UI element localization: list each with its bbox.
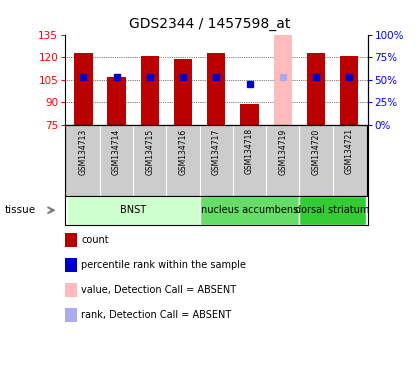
Text: value, Detection Call = ABSENT: value, Detection Call = ABSENT: [81, 285, 236, 295]
Text: GSM134719: GSM134719: [278, 128, 287, 175]
Text: dorsal striatum: dorsal striatum: [295, 205, 370, 215]
Text: GSM134716: GSM134716: [178, 128, 188, 175]
Text: rank, Detection Call = ABSENT: rank, Detection Call = ABSENT: [81, 310, 231, 320]
Text: GSM134721: GSM134721: [345, 128, 354, 174]
Text: BNST: BNST: [120, 205, 146, 215]
Bar: [207, 53, 226, 125]
Text: GSM134715: GSM134715: [145, 128, 154, 175]
Text: count: count: [81, 235, 109, 245]
Bar: [141, 56, 159, 125]
Text: GSM134717: GSM134717: [212, 128, 221, 175]
Text: nucleus accumbens: nucleus accumbens: [201, 205, 298, 215]
Bar: [200, 196, 299, 225]
Text: percentile rank within the sample: percentile rank within the sample: [81, 260, 246, 270]
Text: tissue: tissue: [4, 205, 35, 215]
Bar: [307, 53, 325, 125]
Bar: [174, 59, 192, 125]
Text: GSM134714: GSM134714: [112, 128, 121, 175]
Bar: [273, 35, 292, 125]
Bar: [340, 56, 358, 125]
Text: GSM134718: GSM134718: [245, 128, 254, 174]
Bar: [74, 53, 92, 125]
Bar: [240, 104, 259, 125]
Text: GSM134713: GSM134713: [79, 128, 88, 175]
Text: GSM134720: GSM134720: [312, 128, 320, 175]
Bar: [108, 77, 126, 125]
Text: GDS2344 / 1457598_at: GDS2344 / 1457598_at: [129, 17, 291, 31]
Bar: [299, 196, 366, 225]
Bar: [67, 196, 199, 225]
